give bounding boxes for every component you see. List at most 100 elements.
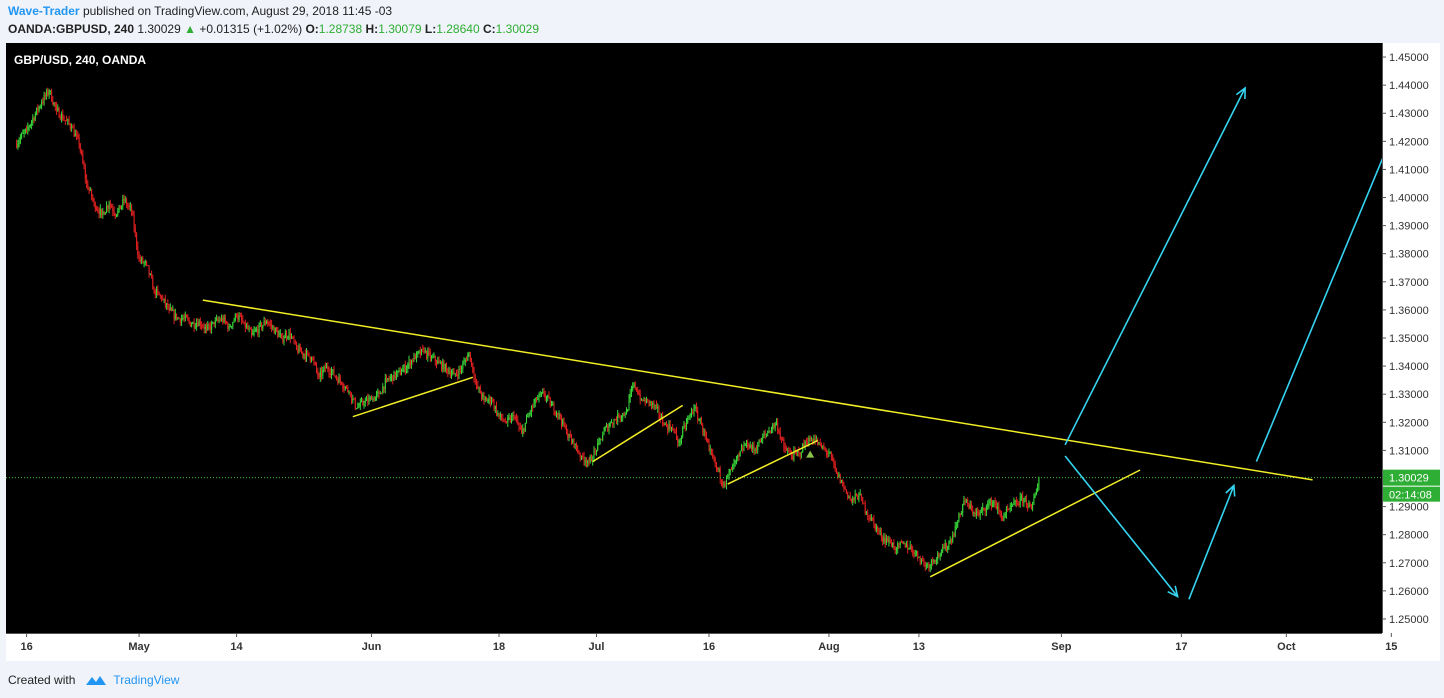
- candle-body: [704, 430, 706, 437]
- candle-body: [42, 102, 44, 103]
- candle-body: [157, 289, 159, 292]
- candle-body: [37, 107, 39, 111]
- candle-body: [653, 402, 655, 407]
- candle-body: [762, 436, 764, 440]
- candle-body: [327, 366, 329, 370]
- candle-body: [572, 439, 574, 443]
- tradingview-logo-icon[interactable]: [85, 674, 107, 686]
- candle-body: [947, 546, 949, 550]
- candle-body: [627, 409, 629, 412]
- projection-arrow: [1064, 455, 1179, 598]
- candle-body: [588, 461, 590, 463]
- candle-body: [972, 509, 974, 513]
- candle-body: [311, 357, 312, 361]
- candle-body: [66, 120, 68, 122]
- candle-body: [658, 406, 660, 416]
- x-tick-label: 15: [1385, 641, 1397, 653]
- y-tick-label: 1.29000: [1389, 502, 1429, 514]
- candle-body: [664, 423, 666, 426]
- candle-body: [652, 402, 654, 405]
- candle-body: [382, 386, 384, 394]
- candle-body: [579, 453, 581, 457]
- candle-body: [221, 318, 223, 321]
- price-chart[interactable]: GBP/USD, 240, OANDA 1.25000 1.26000 1.27000…: [6, 43, 1440, 661]
- candle-body: [73, 128, 75, 137]
- candle-body: [387, 378, 389, 381]
- candle-body: [434, 356, 436, 362]
- candle-body: [868, 515, 870, 519]
- candle-body: [427, 350, 429, 358]
- candle-body: [278, 334, 280, 337]
- candle-body: [438, 360, 440, 364]
- x-tick-label: 16: [20, 641, 32, 653]
- candle-body: [573, 439, 575, 445]
- candle-body: [624, 414, 626, 416]
- candle-body: [146, 261, 148, 265]
- last-price-tag-label: 1.30029: [1389, 473, 1429, 485]
- candle-body: [339, 377, 341, 382]
- candle-body: [172, 310, 174, 312]
- candle-body: [1000, 512, 1002, 518]
- close-label: C:: [482, 22, 496, 36]
- candle-body: [618, 413, 620, 417]
- candle-body: [62, 113, 64, 120]
- candle-body: [862, 497, 864, 504]
- candle-body: [158, 292, 160, 295]
- candle-body: [341, 382, 342, 384]
- candle-body: [363, 402, 365, 405]
- candle-body: [366, 398, 367, 401]
- candle-body: [303, 354, 305, 356]
- candle-body: [637, 390, 639, 395]
- candle-body: [136, 233, 138, 246]
- candle-body: [934, 560, 936, 563]
- candle-body: [915, 551, 917, 553]
- candle-body: [644, 399, 646, 404]
- candle-body: [559, 413, 561, 419]
- author-name[interactable]: Wave-Trader: [8, 4, 80, 18]
- candle-body: [431, 357, 432, 359]
- tradingview-link[interactable]: TradingView: [113, 673, 180, 687]
- candle-body: [369, 397, 371, 399]
- candle-body: [156, 289, 158, 295]
- candle-body: [217, 318, 219, 321]
- candle-body: [814, 439, 816, 441]
- candle-body: [269, 323, 271, 325]
- candle-body: [21, 133, 23, 138]
- candle-body: [182, 318, 184, 320]
- candle-body: [404, 365, 406, 372]
- candle-body: [1017, 503, 1019, 505]
- candle-body: [428, 350, 430, 353]
- candle-body: [907, 544, 909, 549]
- x-tick-label: Aug: [818, 641, 839, 653]
- candle-body: [497, 413, 499, 415]
- candle-body: [672, 427, 674, 430]
- candle-body: [701, 419, 702, 426]
- candle-body: [378, 391, 380, 395]
- candle-body: [312, 357, 314, 360]
- chart-container[interactable]: GBP/USD, 240, OANDA 1.25000 1.26000 1.27000…: [6, 43, 1440, 661]
- candle-body: [39, 106, 41, 108]
- candle-body: [376, 393, 377, 397]
- candle-body: [452, 371, 454, 374]
- candle-body: [1018, 504, 1020, 506]
- arrowhead-icon: [1235, 86, 1246, 100]
- candle-body: [790, 453, 792, 456]
- candle-body: [949, 539, 951, 544]
- candle-body: [323, 366, 325, 370]
- candle-body: [224, 317, 226, 322]
- candle-body: [83, 162, 85, 169]
- countdown-tag: [1383, 486, 1440, 502]
- candle-body: [356, 408, 357, 410]
- candle-body: [942, 546, 944, 552]
- candle-body: [188, 319, 190, 322]
- candle-body: [696, 407, 697, 411]
- low-label: L:: [424, 22, 437, 36]
- candle-body: [858, 495, 860, 500]
- candle-body: [818, 442, 820, 445]
- candle-body: [541, 392, 542, 395]
- candle-body: [101, 208, 103, 215]
- candle-body: [692, 411, 694, 414]
- candle-body: [787, 450, 789, 452]
- candle-body: [301, 351, 302, 353]
- candle-body: [1005, 508, 1007, 515]
